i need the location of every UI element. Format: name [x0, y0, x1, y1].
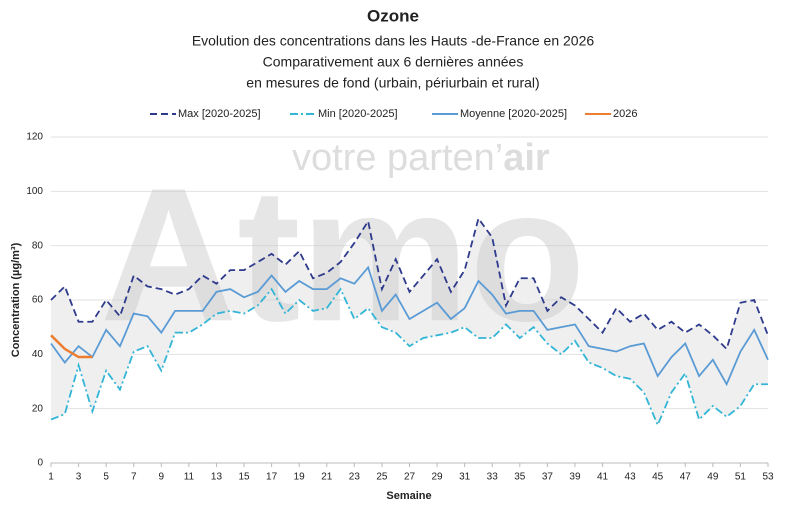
x-tick-label: 29 — [432, 472, 444, 483]
series-line — [50, 334, 93, 359]
y-tick-label: 40 — [32, 349, 44, 360]
x-tick-label: 37 — [542, 472, 554, 483]
x-tick-label: 5 — [103, 472, 109, 483]
legend-label: Min [2020-2025] — [318, 108, 398, 120]
x-tick-label: 45 — [652, 472, 664, 483]
watermark: Atmo votre parten’air — [100, 137, 585, 361]
x-tick-label: 23 — [349, 472, 361, 483]
x-tick-label: 33 — [487, 472, 499, 483]
x-tick-label: 39 — [569, 472, 581, 483]
series-line — [50, 216, 769, 351]
y-tick-label: 20 — [32, 403, 44, 414]
series-line — [50, 265, 769, 387]
x-axis-label: Semaine — [386, 490, 431, 502]
x-tick-label: 15 — [238, 472, 250, 483]
y-axis-label: Concentration (µg/m³) — [10, 242, 22, 357]
y-tick-label: 100 — [26, 186, 43, 197]
x-tick-label: 27 — [404, 472, 416, 483]
subtitle: Evolution des concentrations dans les Ha… — [192, 33, 595, 49]
x-tick-label: 25 — [376, 472, 388, 483]
x-tick-label: 43 — [625, 472, 637, 483]
legend-label: 2026 — [613, 108, 637, 120]
x-tick-label: 47 — [680, 472, 692, 483]
series-line — [50, 287, 768, 428]
x-tick-label: 53 — [762, 472, 774, 483]
y-tick-label: 0 — [37, 458, 43, 469]
x-tick-label: 51 — [735, 472, 747, 483]
x-tick-label: 31 — [459, 472, 471, 483]
x-tick-label: 19 — [294, 472, 306, 483]
y-tick-label: 80 — [32, 240, 44, 251]
x-tick-label: 1 — [48, 472, 54, 483]
watermark-logo: Atmo — [100, 149, 585, 361]
x-tick-label: 41 — [597, 472, 609, 483]
x-tick-label: 11 — [184, 472, 195, 483]
y-tick-label: 60 — [32, 295, 44, 306]
x-tick-label: 13 — [211, 472, 223, 483]
legend-label: Moyenne [2020-2025] — [460, 108, 567, 120]
x-tick-label: 17 — [266, 472, 278, 483]
subtitle: en mesures de fond (urbain, périurbain e… — [246, 75, 539, 91]
x-tick-label: 49 — [707, 472, 719, 483]
x-tick-label: 7 — [131, 472, 137, 483]
legend-label: Max [2020-2025] — [178, 108, 261, 120]
tagline-bold: air — [503, 137, 550, 179]
tagline: votre parten’ — [292, 137, 503, 179]
y-tick-label: 120 — [26, 132, 43, 143]
x-tick-label: 35 — [514, 472, 526, 483]
chart-title: Ozone — [367, 6, 419, 25]
x-tick-label: 9 — [159, 472, 165, 483]
watermark-tagline: votre parten’air — [292, 137, 550, 179]
subtitle: Comparativement aux 6 dernières années — [263, 54, 524, 70]
x-tick-label: 3 — [76, 472, 82, 483]
x-tick-label: 21 — [321, 472, 333, 483]
